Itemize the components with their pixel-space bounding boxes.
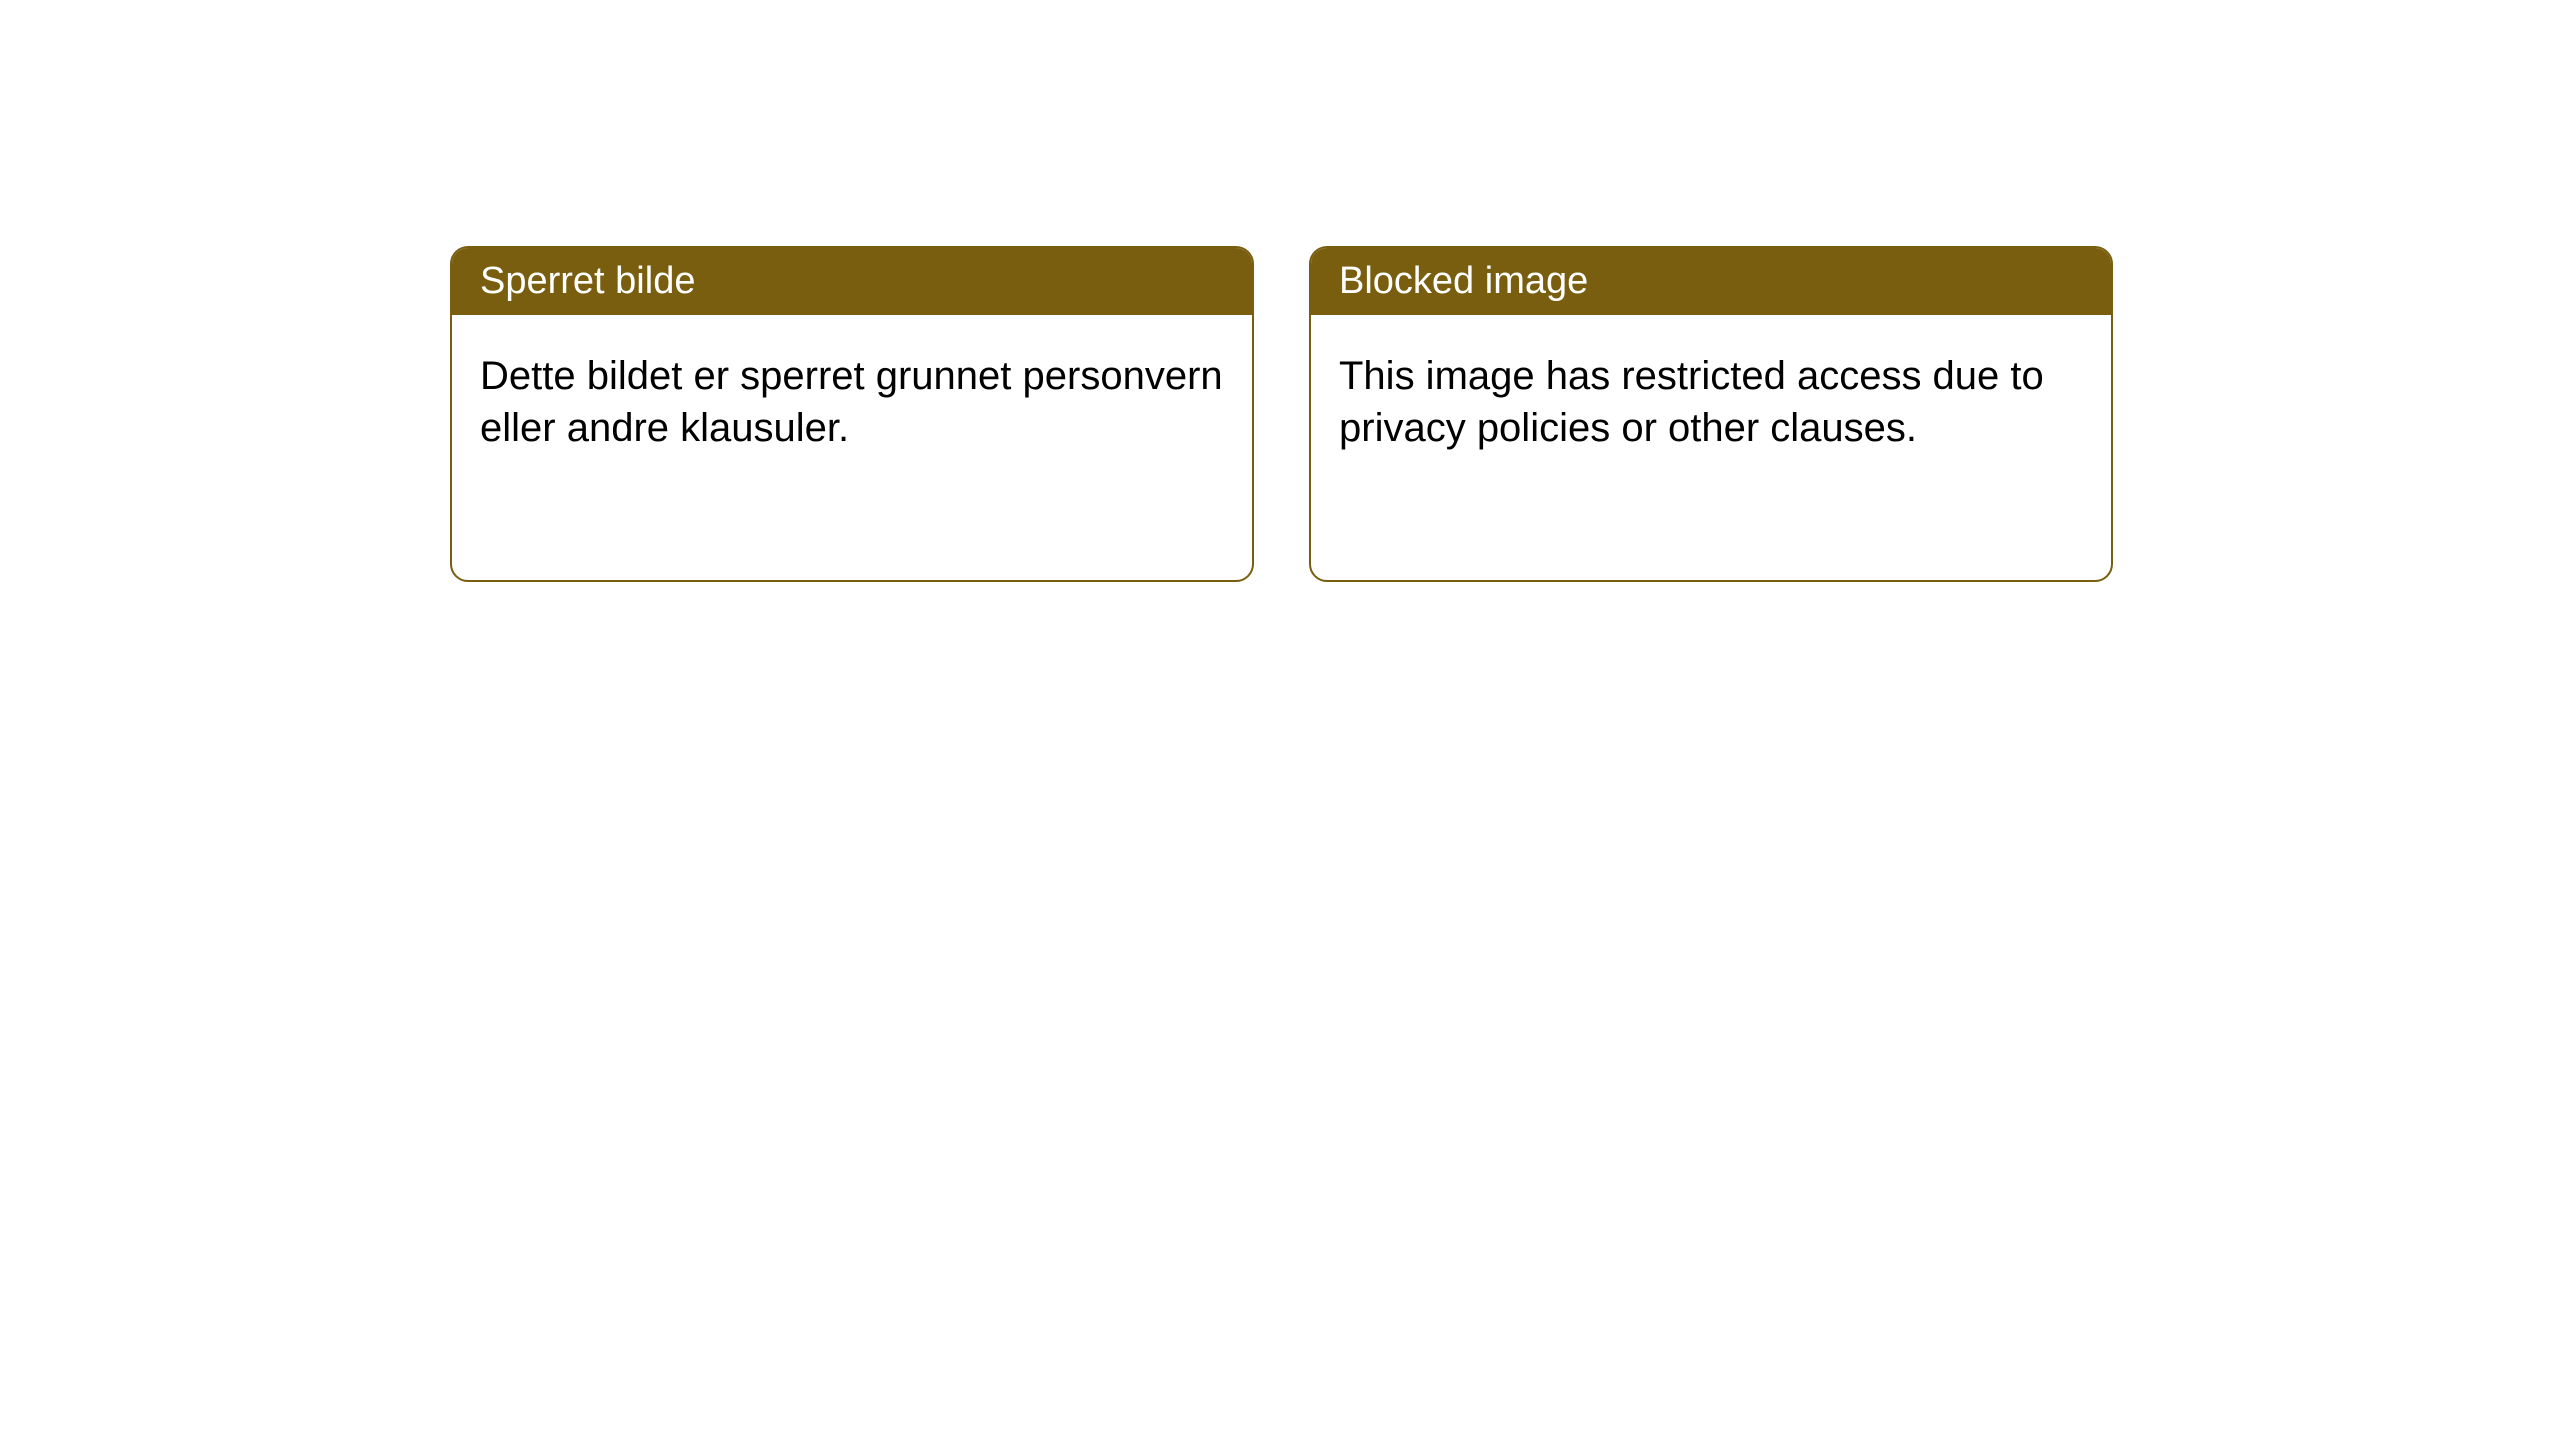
card-header-norwegian: Sperret bilde bbox=[452, 248, 1252, 315]
card-title-norwegian: Sperret bilde bbox=[480, 260, 695, 302]
card-title-english: Blocked image bbox=[1339, 260, 1588, 302]
card-body-norwegian: Dette bildet er sperret grunnet personve… bbox=[452, 315, 1252, 489]
blocked-notice-card-english: Blocked image This image has restricted … bbox=[1309, 246, 2113, 582]
notice-container: Sperret bilde Dette bildet er sperret gr… bbox=[450, 246, 2113, 582]
card-header-english: Blocked image bbox=[1311, 248, 2111, 315]
card-message-english: This image has restricted access due to … bbox=[1339, 354, 2044, 450]
card-message-norwegian: Dette bildet er sperret grunnet personve… bbox=[480, 354, 1223, 450]
blocked-notice-card-norwegian: Sperret bilde Dette bildet er sperret gr… bbox=[450, 246, 1254, 582]
card-body-english: This image has restricted access due to … bbox=[1311, 315, 2111, 489]
